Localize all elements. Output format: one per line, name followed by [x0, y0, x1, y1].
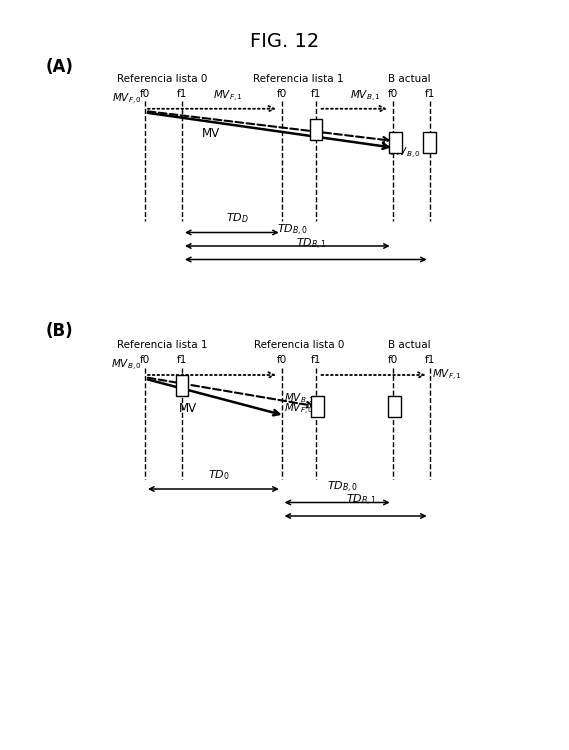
Text: $MV_{B,1}$: $MV_{B,1}$ — [350, 88, 381, 104]
Text: f0: f0 — [140, 355, 150, 365]
Text: f0: f0 — [387, 355, 398, 365]
Text: $MV_{F,0}$: $MV_{F,0}$ — [112, 92, 142, 106]
Text: f0: f0 — [387, 88, 398, 99]
Text: (B): (B) — [46, 322, 73, 340]
Text: f1: f1 — [424, 88, 435, 99]
Text: $TD_{B,0}$: $TD_{B,0}$ — [327, 480, 358, 495]
Text: $MV_{B,0}$: $MV_{B,0}$ — [112, 358, 142, 373]
Text: f0: f0 — [277, 88, 287, 99]
Text: Referencia lista 0: Referencia lista 0 — [254, 340, 344, 350]
Text: $MV_{B,0}$: $MV_{B,0}$ — [390, 146, 420, 161]
Bar — [311, 396, 324, 417]
Text: f1: f1 — [177, 355, 187, 365]
Text: $MV_{F,1}$: $MV_{F,1}$ — [432, 368, 463, 382]
Text: f0: f0 — [140, 88, 150, 99]
Text: B actual: B actual — [389, 340, 431, 350]
Text: f1: f1 — [311, 355, 321, 365]
Text: $MV_{F,0}$: $MV_{F,0}$ — [284, 402, 315, 417]
Bar — [310, 119, 322, 140]
Text: $TD_0$: $TD_0$ — [208, 468, 230, 482]
Text: B actual: B actual — [389, 74, 431, 84]
Text: $TD_{B,1}$: $TD_{B,1}$ — [296, 237, 327, 252]
Text: (A): (A) — [46, 58, 73, 76]
Text: $TD_{B,1}$: $TD_{B,1}$ — [346, 494, 377, 508]
Text: MV: MV — [179, 402, 197, 416]
Text: Referencia lista 1: Referencia lista 1 — [117, 340, 208, 350]
Text: $TD_D$: $TD_D$ — [226, 211, 249, 225]
Text: $TD_{B,0}$: $TD_{B,0}$ — [278, 224, 308, 238]
Bar — [176, 376, 188, 397]
Bar — [388, 396, 401, 417]
Text: f1: f1 — [424, 355, 435, 365]
Text: f1: f1 — [311, 88, 321, 99]
Text: $MV_{F,1}$: $MV_{F,1}$ — [213, 88, 242, 104]
Text: f1: f1 — [177, 88, 187, 99]
Text: Referencia lista 1: Referencia lista 1 — [253, 74, 344, 84]
Text: Referencia lista 0: Referencia lista 0 — [117, 74, 207, 84]
Text: MV: MV — [201, 127, 220, 140]
Bar — [423, 132, 436, 153]
Text: $MV_{B,1}$: $MV_{B,1}$ — [284, 392, 315, 406]
Bar — [389, 132, 402, 153]
Text: f0: f0 — [277, 355, 287, 365]
Text: FIG. 12: FIG. 12 — [250, 32, 319, 51]
